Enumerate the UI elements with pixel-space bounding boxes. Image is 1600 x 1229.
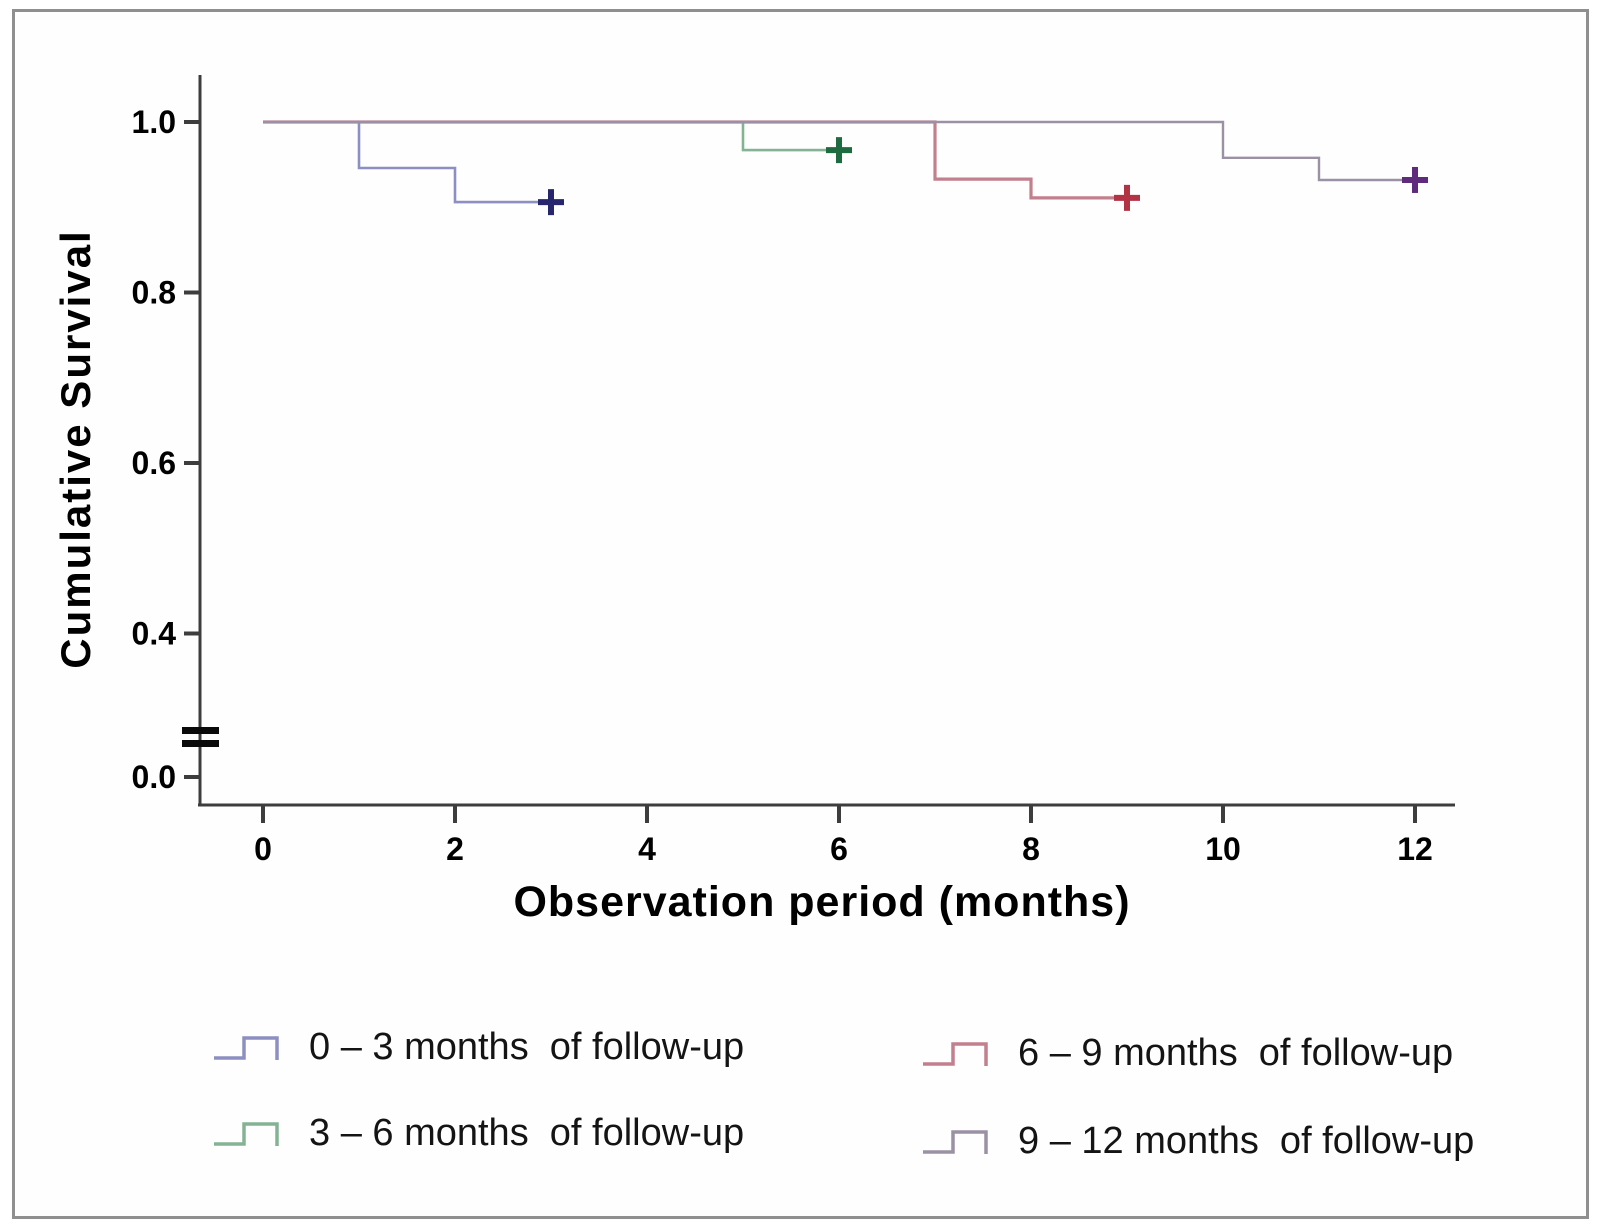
step-line-icon: [214, 1035, 279, 1060]
survival-curve-3-6-months: [263, 120, 839, 152]
step-line-icon: [923, 1041, 988, 1066]
survival-curve-0-3-months: [263, 120, 551, 204]
legend-item-3-6-months: 3 – 6 months of follow-up: [211, 1112, 744, 1155]
y-tick-label-1.0: 1.0: [132, 104, 176, 140]
step-line-icon: [214, 1121, 279, 1146]
y-tick-label-0.6: 0.6: [132, 445, 176, 481]
y-axis-title: Cumulative Survival: [52, 229, 99, 669]
x-tick-label-0: 0: [254, 831, 272, 867]
figure-border: [12, 9, 1589, 1219]
y-axis-break-mark-1: [182, 727, 219, 734]
legend-item-6-9-months: 6 – 9 months of follow-up: [920, 1032, 1453, 1075]
x-tick-label-12: 12: [1397, 831, 1433, 867]
legend-item-9-12-months: 9 – 12 months of follow-up: [920, 1120, 1474, 1163]
y-tick-label-0.0: 0.0: [132, 759, 176, 795]
x-tick-label-4: 4: [638, 831, 656, 867]
legend-item-0-3-months: 0 – 3 months of follow-up: [211, 1026, 744, 1069]
x-tick-label-2: 2: [446, 831, 464, 867]
x-tick-label-6: 6: [830, 831, 848, 867]
y-axis-break-mark-2: [182, 740, 219, 747]
x-tick-label-8: 8: [1022, 831, 1040, 867]
legend-label: 0 – 3 months of follow-up: [309, 1026, 745, 1068]
survival-curve-6-9-months: [263, 120, 1127, 200]
x-axis-title: Observation period (months): [513, 878, 1131, 926]
legend-label: 6 – 9 months of follow-up: [1018, 1032, 1454, 1074]
x-tick-label-10: 10: [1205, 831, 1241, 867]
step-line-icon: [923, 1129, 988, 1154]
y-tick-label-0.8: 0.8: [132, 275, 176, 311]
survival-curve-9-12-months: [263, 120, 1415, 182]
legend-label: 9 – 12 months of follow-up: [1018, 1120, 1475, 1162]
legend-label: 3 – 6 months of follow-up: [309, 1112, 745, 1154]
y-tick-label-0.4: 0.4: [132, 616, 177, 652]
